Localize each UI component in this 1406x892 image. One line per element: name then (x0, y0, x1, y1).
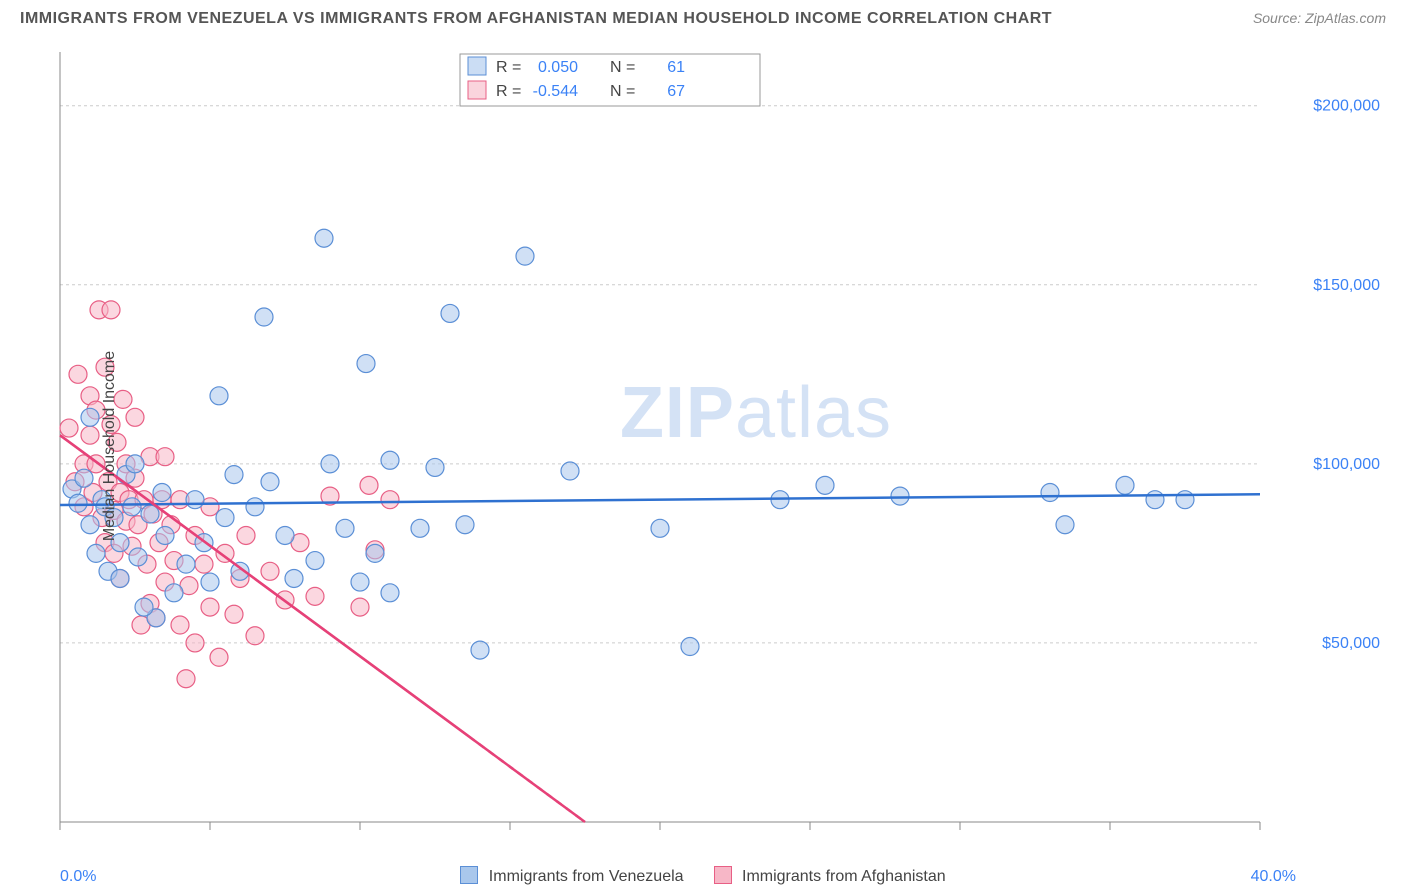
svg-text:0.050: 0.050 (538, 59, 578, 76)
svg-text:N =: N = (610, 59, 635, 76)
legend-item-afghanistan: Immigrants from Afghanistan (714, 866, 946, 886)
legend-swatch-venezuela (460, 866, 478, 884)
y-axis-label: Median Household Income (101, 351, 119, 541)
svg-text:61: 61 (667, 59, 685, 76)
svg-text:$50,000: $50,000 (1322, 635, 1380, 652)
svg-text:67: 67 (667, 83, 685, 100)
bottom-legend: Immigrants from Venezuela Immigrants fro… (0, 866, 1406, 886)
svg-text:$100,000: $100,000 (1313, 456, 1380, 473)
chart-container: Median Household Income $50,000$100,000$… (50, 40, 1386, 852)
svg-text:R =: R = (496, 59, 521, 76)
chart-title: IMMIGRANTS FROM VENEZUELA VS IMMIGRANTS … (20, 10, 1052, 28)
svg-text:ZIPatlas: ZIPatlas (620, 373, 892, 453)
legend-label-afghanistan: Immigrants from Afghanistan (742, 868, 946, 885)
svg-text:R =: R = (496, 83, 521, 100)
source-label: Source: ZipAtlas.com (1253, 10, 1386, 26)
svg-text:$150,000: $150,000 (1313, 277, 1380, 294)
legend-swatch-afghanistan (714, 866, 732, 884)
legend-label-venezuela: Immigrants from Venezuela (489, 868, 684, 885)
scatter-chart: $50,000 $100,000 $150,000 $200,000 ZIPatlas R… (50, 40, 1386, 848)
svg-text:N =: N = (610, 83, 635, 100)
svg-text:$200,000: $200,000 (1313, 98, 1380, 115)
svg-text:-0.544: -0.544 (533, 83, 578, 100)
legend-item-venezuela: Immigrants from Venezuela (460, 866, 683, 886)
